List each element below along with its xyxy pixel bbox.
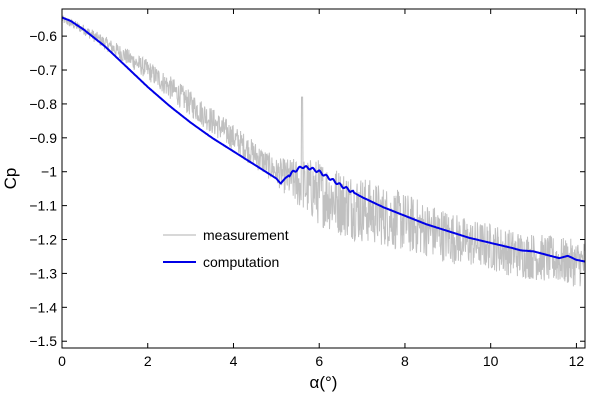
x-tick-label: 10 [483,353,499,369]
measurement-line [61,15,586,287]
x-tick-label: 8 [401,353,409,369]
y-tick-label: −1.1 [29,198,57,214]
y-tick-label: −0.6 [29,28,57,44]
x-tick-label: 6 [315,353,323,369]
x-tick-label: 0 [58,353,66,369]
y-axis-title: Cp [1,168,20,190]
legend: measurement computation [163,227,289,270]
x-tick-label: 12 [569,353,585,369]
measurement-series [61,15,586,287]
computation-series [61,16,586,263]
legend-label-computation: computation [203,254,279,270]
y-tick-label: −1.4 [29,299,57,315]
x-axis-title: α(°) [310,373,338,392]
y-tick-label: −1.3 [29,265,57,281]
x-tick-label: 2 [144,353,152,369]
x-axis: 0 2 4 6 8 10 12 [58,9,584,369]
y-axis: −0.6 −0.7 −0.8 −0.9 −1 −1.1 −1.2 −1.3 −1.4 −1.5 [29,28,585,349]
y-tick-label: −0.9 [29,130,57,146]
y-tick-label: −0.8 [29,96,57,112]
y-tick-label: −0.7 [29,62,57,78]
y-tick-label: −1.2 [29,232,57,248]
legend-label-measurement: measurement [203,227,289,243]
y-tick-label: −1.5 [29,333,57,349]
y-tick-label: −1 [41,164,57,180]
plot-frame [61,8,586,349]
computation-line [61,16,586,263]
x-tick-label: 4 [230,353,238,369]
